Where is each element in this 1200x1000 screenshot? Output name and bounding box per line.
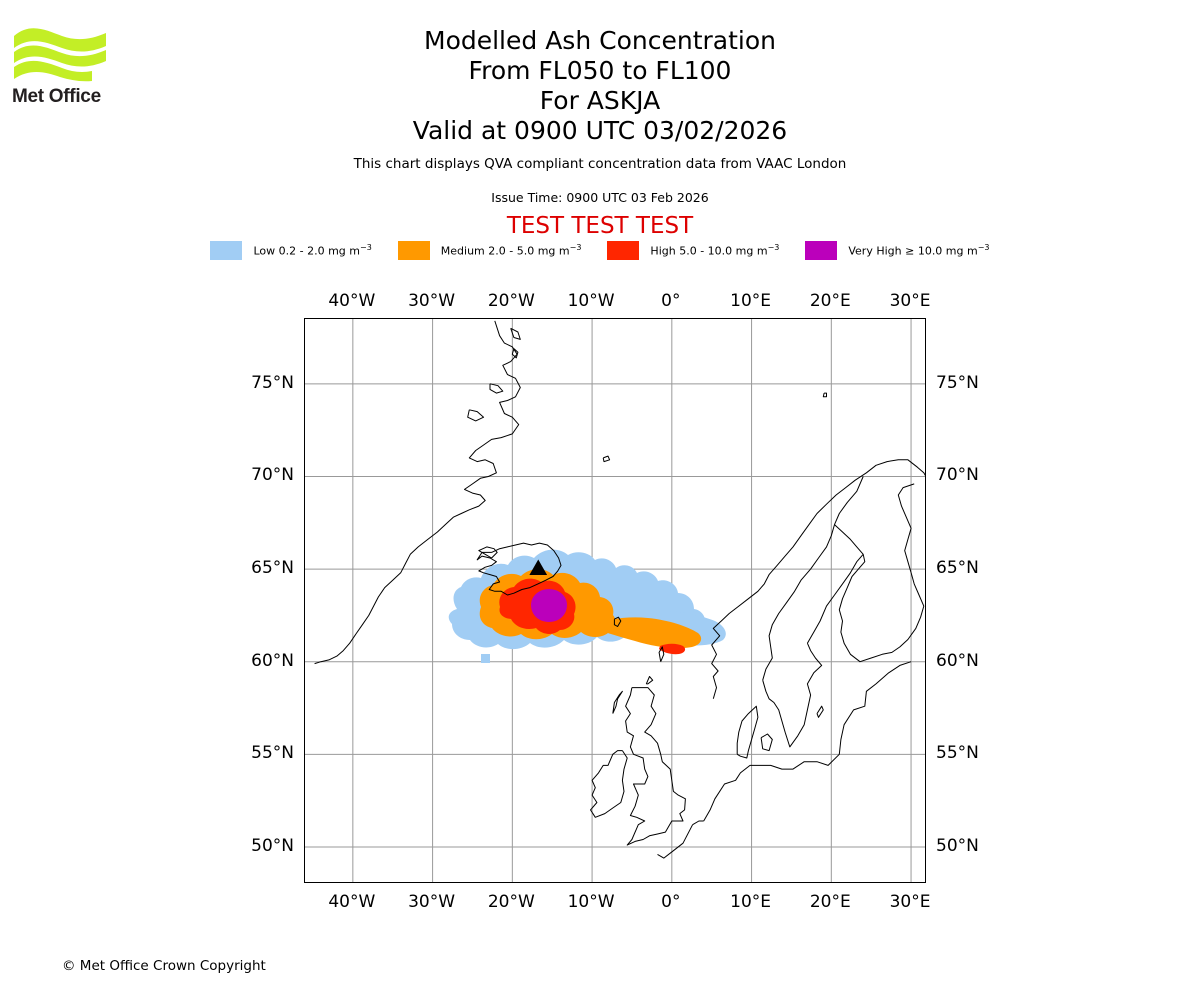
legend-label-low: Low 0.2 - 2.0 mg m−3 — [253, 243, 372, 258]
test-banner: TEST TEST TEST — [506, 213, 694, 239]
concentration-legend: Low 0.2 - 2.0 mg m−3 Medium 2.0 - 5.0 mg … — [0, 241, 1200, 260]
lon-tick-label: 30°W — [408, 291, 456, 311]
coastline-path — [760, 733, 773, 752]
map-canvas — [305, 319, 925, 882]
coastline-path — [762, 643, 823, 748]
lon-tick-label: 20°E — [809, 892, 851, 912]
lon-tick-label: 30°E — [889, 892, 931, 912]
title-line-2: From FL050 to FL100 — [468, 56, 732, 85]
coastline-path — [658, 646, 665, 662]
lon-tick-label: 10°E — [730, 291, 771, 311]
lat-tick-label-left: 55°N — [251, 743, 294, 764]
copyright-notice: © Met Office Crown Copyright — [62, 958, 266, 974]
legend-label-medium: Medium 2.0 - 5.0 mg m−3 — [440, 243, 582, 258]
lon-tick-label: 0° — [661, 892, 681, 912]
coastline-path — [703, 661, 912, 822]
coastline-path — [478, 546, 498, 559]
coastline-path — [314, 320, 521, 665]
lat-tick-label-right: 60°N — [936, 650, 979, 671]
coastline-path — [657, 824, 694, 859]
lat-tick-label-right: 75°N — [936, 372, 979, 393]
page-title: Modelled Ash Concentration From FL050 to… — [0, 26, 1200, 146]
coastline-path — [613, 616, 622, 627]
volcano-marker-layer — [529, 559, 548, 576]
contour-very-high — [531, 589, 567, 622]
legend-item-low[interactable]: Low 0.2 - 2.0 mg m−3 — [210, 241, 372, 260]
map-plot-area[interactable] — [304, 318, 926, 883]
lon-tick-label: 20°W — [487, 892, 535, 912]
legend-swatch-medium — [397, 241, 430, 260]
lat-tick-label-right: 55°N — [936, 743, 979, 764]
coastline-path — [816, 705, 824, 718]
lon-tick-label: 40°W — [328, 291, 376, 311]
chart-description: This chart displays QVA compliant concen… — [353, 156, 847, 172]
coastline-path — [590, 750, 628, 818]
logo-wordmark: Met Office — [12, 86, 101, 107]
legend-label-very-high: Very High ≥ 10.0 mg m−3 — [848, 243, 990, 258]
lon-tick-label: 20°E — [809, 291, 851, 311]
lat-tick-label-right: 65°N — [936, 558, 979, 579]
lon-tick-label: 40°W — [328, 892, 376, 912]
coastline-path — [612, 690, 623, 714]
lat-tick-label-left: 75°N — [251, 372, 294, 393]
lon-tick-label: 20°W — [487, 291, 535, 311]
legend-swatch-low — [210, 241, 243, 260]
legend-swatch-very-high — [805, 241, 838, 260]
coastline-path — [834, 483, 925, 663]
coastline-path — [736, 705, 759, 759]
legend-label-high: High 5.0 - 10.0 mg m−3 — [650, 243, 780, 258]
lat-tick-label-left: 65°N — [251, 558, 294, 579]
contour-high-spot — [659, 643, 686, 655]
lat-tick-label-left: 60°N — [251, 650, 294, 671]
coastline-path — [711, 459, 925, 699]
title-line-4: Valid at 0900 UTC 03/02/2026 — [412, 116, 788, 145]
lon-tick-label: 30°E — [889, 291, 931, 311]
coastline-path — [822, 392, 827, 398]
issue-time: Issue Time: 0900 UTC 03 Feb 2026 — [491, 190, 709, 205]
coastline-path — [467, 409, 485, 422]
legend-item-high[interactable]: High 5.0 - 10.0 mg m−3 — [607, 241, 779, 260]
lat-tick-label-left: 70°N — [251, 465, 294, 486]
met-office-waves-icon — [14, 28, 106, 82]
lon-tick-label: 0° — [661, 291, 681, 311]
lon-tick-label: 10°W — [567, 291, 615, 311]
coastline-path — [762, 476, 864, 681]
lon-tick-label: 30°W — [408, 892, 456, 912]
legend-item-medium[interactable]: Medium 2.0 - 5.0 mg m−3 — [397, 241, 582, 260]
coastline-path — [511, 348, 519, 359]
lat-tick-label-right: 50°N — [936, 835, 979, 856]
coastline-path — [602, 455, 611, 463]
ash-plume-contours — [448, 549, 726, 663]
coastline-path — [625, 687, 686, 846]
coastline-path — [645, 676, 654, 685]
title-line-1: Modelled Ash Concentration — [424, 26, 776, 55]
coastline-outlines — [314, 320, 925, 859]
volcano-marker-icon — [529, 559, 548, 576]
lat-tick-label-right: 70°N — [936, 465, 979, 486]
lon-tick-label: 10°E — [730, 892, 771, 912]
title-line-3: For ASKJA — [539, 86, 661, 115]
lat-tick-label-left: 50°N — [251, 835, 294, 856]
coastline-path — [489, 383, 504, 394]
coastline-path — [510, 327, 521, 340]
legend-swatch-high — [607, 241, 640, 260]
graticule-gridlines — [305, 319, 925, 882]
lon-tick-label: 10°W — [567, 892, 615, 912]
contour-medium-tail — [592, 617, 702, 649]
coastline-path — [476, 542, 562, 596]
contour-low-blob-1 — [481, 654, 490, 663]
coastline-path — [692, 820, 704, 826]
met-office-logo: Met Office — [12, 24, 122, 114]
coastline-path — [806, 553, 864, 644]
legend-item-very-high[interactable]: Very High ≥ 10.0 mg m−3 — [805, 241, 990, 260]
map-panel[interactable] — [304, 318, 926, 883]
